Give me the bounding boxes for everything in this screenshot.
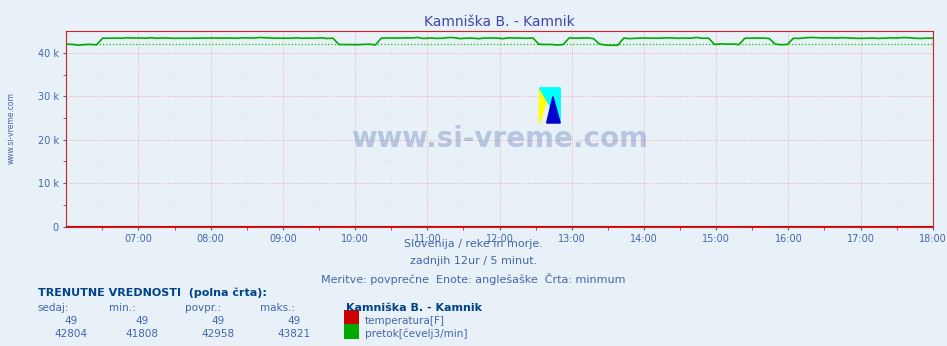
Text: sedaj:: sedaj: xyxy=(38,303,69,313)
Text: 49: 49 xyxy=(211,316,224,326)
Text: Kamniška B. - Kamnik: Kamniška B. - Kamnik xyxy=(346,303,482,313)
Text: povpr.:: povpr.: xyxy=(185,303,221,313)
Text: Slovenija / reke in morje.: Slovenija / reke in morje. xyxy=(404,239,543,249)
Text: 49: 49 xyxy=(287,316,300,326)
Text: 42804: 42804 xyxy=(55,329,87,339)
Title: Kamniška B. - Kamnik: Kamniška B. - Kamnik xyxy=(424,15,575,29)
Polygon shape xyxy=(546,97,561,123)
Text: 42958: 42958 xyxy=(202,329,234,339)
Text: 41808: 41808 xyxy=(126,329,158,339)
Text: www.si-vreme.com: www.si-vreme.com xyxy=(351,125,648,153)
Text: www.si-vreme.com: www.si-vreme.com xyxy=(7,92,16,164)
Polygon shape xyxy=(540,88,550,123)
Text: 49: 49 xyxy=(64,316,78,326)
Text: temperatura[F]: temperatura[F] xyxy=(365,316,444,326)
Text: maks.:: maks.: xyxy=(260,303,295,313)
Polygon shape xyxy=(540,88,561,123)
Text: min.:: min.: xyxy=(109,303,135,313)
Text: zadnjih 12ur / 5 minut.: zadnjih 12ur / 5 minut. xyxy=(410,256,537,266)
Text: pretok[čevelj3/min]: pretok[čevelj3/min] xyxy=(365,329,467,339)
Text: TRENUTNE VREDNOSTI  (polna črta):: TRENUTNE VREDNOSTI (polna črta): xyxy=(38,287,267,298)
Text: 49: 49 xyxy=(135,316,149,326)
Text: Meritve: povprečne  Enote: anglešaške  Črta: minmum: Meritve: povprečne Enote: anglešaške Črt… xyxy=(321,273,626,284)
Text: 43821: 43821 xyxy=(277,329,310,339)
